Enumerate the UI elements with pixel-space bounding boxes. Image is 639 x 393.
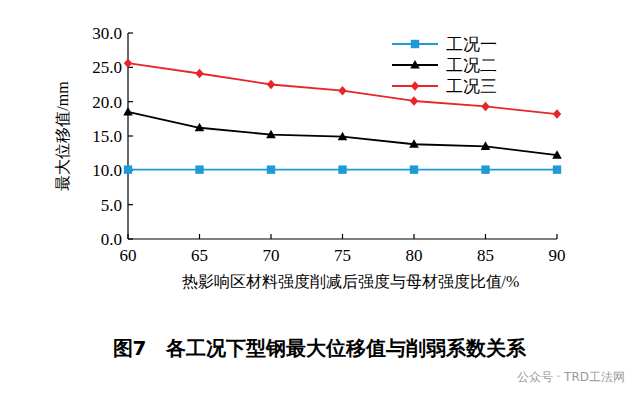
legend-marker (411, 40, 419, 48)
series-marker (124, 58, 132, 68)
chart-title: 图7 各工况下型钢最大位移值与削弱系数关系 (113, 336, 528, 360)
x-tick-label: 80 (406, 246, 423, 265)
series-marker (481, 165, 489, 173)
y-tick-label: 10.0 (92, 161, 122, 180)
x-tick-label: 65 (191, 246, 208, 265)
x-tick (270, 234, 271, 239)
chart: 0.05.010.015.020.025.030.060657075808590… (0, 0, 639, 393)
y-tick (128, 32, 133, 33)
y-tick-label: 20.0 (92, 93, 122, 112)
series-marker (481, 102, 489, 112)
series-marker (267, 165, 275, 173)
x-tick (413, 234, 414, 239)
x-tick-label: 90 (549, 246, 566, 265)
series-marker (195, 165, 203, 173)
series-marker (553, 109, 561, 119)
series-marker (266, 130, 276, 139)
series-marker (123, 107, 133, 116)
legend-label: 工况一 (446, 35, 497, 54)
series-marker (195, 123, 205, 132)
x-tick (342, 234, 343, 239)
series-marker (195, 69, 203, 79)
x-tick (556, 234, 557, 239)
x-tick-label: 70 (263, 246, 280, 265)
series-line (128, 112, 557, 155)
plot-area (123, 58, 562, 173)
series-marker (409, 139, 419, 148)
legend-label: 工况二 (446, 56, 497, 75)
legend-marker (411, 81, 419, 91)
y-tick (128, 204, 133, 205)
x-tick (127, 234, 128, 239)
x-tick-label: 75 (334, 246, 351, 265)
series-marker (410, 96, 418, 106)
y-tick-label: 30.0 (92, 24, 122, 43)
series-marker (552, 150, 562, 159)
y-axis-label: 最大位移值/mm (54, 81, 71, 191)
x-tick-label: 60 (120, 246, 137, 265)
series-marker (410, 165, 418, 173)
legend-marker (410, 60, 420, 69)
y-tick (128, 135, 133, 136)
watermark: 公众号 · TRD工法网 (517, 370, 625, 384)
series-marker (481, 141, 491, 150)
series-marker (267, 80, 275, 90)
y-tick-label: 5.0 (101, 196, 122, 215)
x-tick (485, 234, 486, 239)
y-tick-label: 25.0 (92, 58, 122, 77)
x-axis-label: 热影响区材料强度削减后强度与母材强度比值/% (182, 273, 520, 290)
legend: 工况一工况二工况三 (392, 35, 497, 96)
series-marker (338, 132, 348, 141)
x-tick-label: 85 (477, 246, 494, 265)
y-tick (128, 101, 133, 102)
y-tick (128, 238, 133, 239)
series-marker (338, 165, 346, 173)
series-marker (124, 165, 132, 173)
series-marker (553, 165, 561, 173)
y-tick-label: 15.0 (92, 127, 122, 146)
legend-label: 工况三 (446, 77, 497, 96)
series-marker (338, 86, 346, 96)
x-tick (199, 234, 200, 239)
